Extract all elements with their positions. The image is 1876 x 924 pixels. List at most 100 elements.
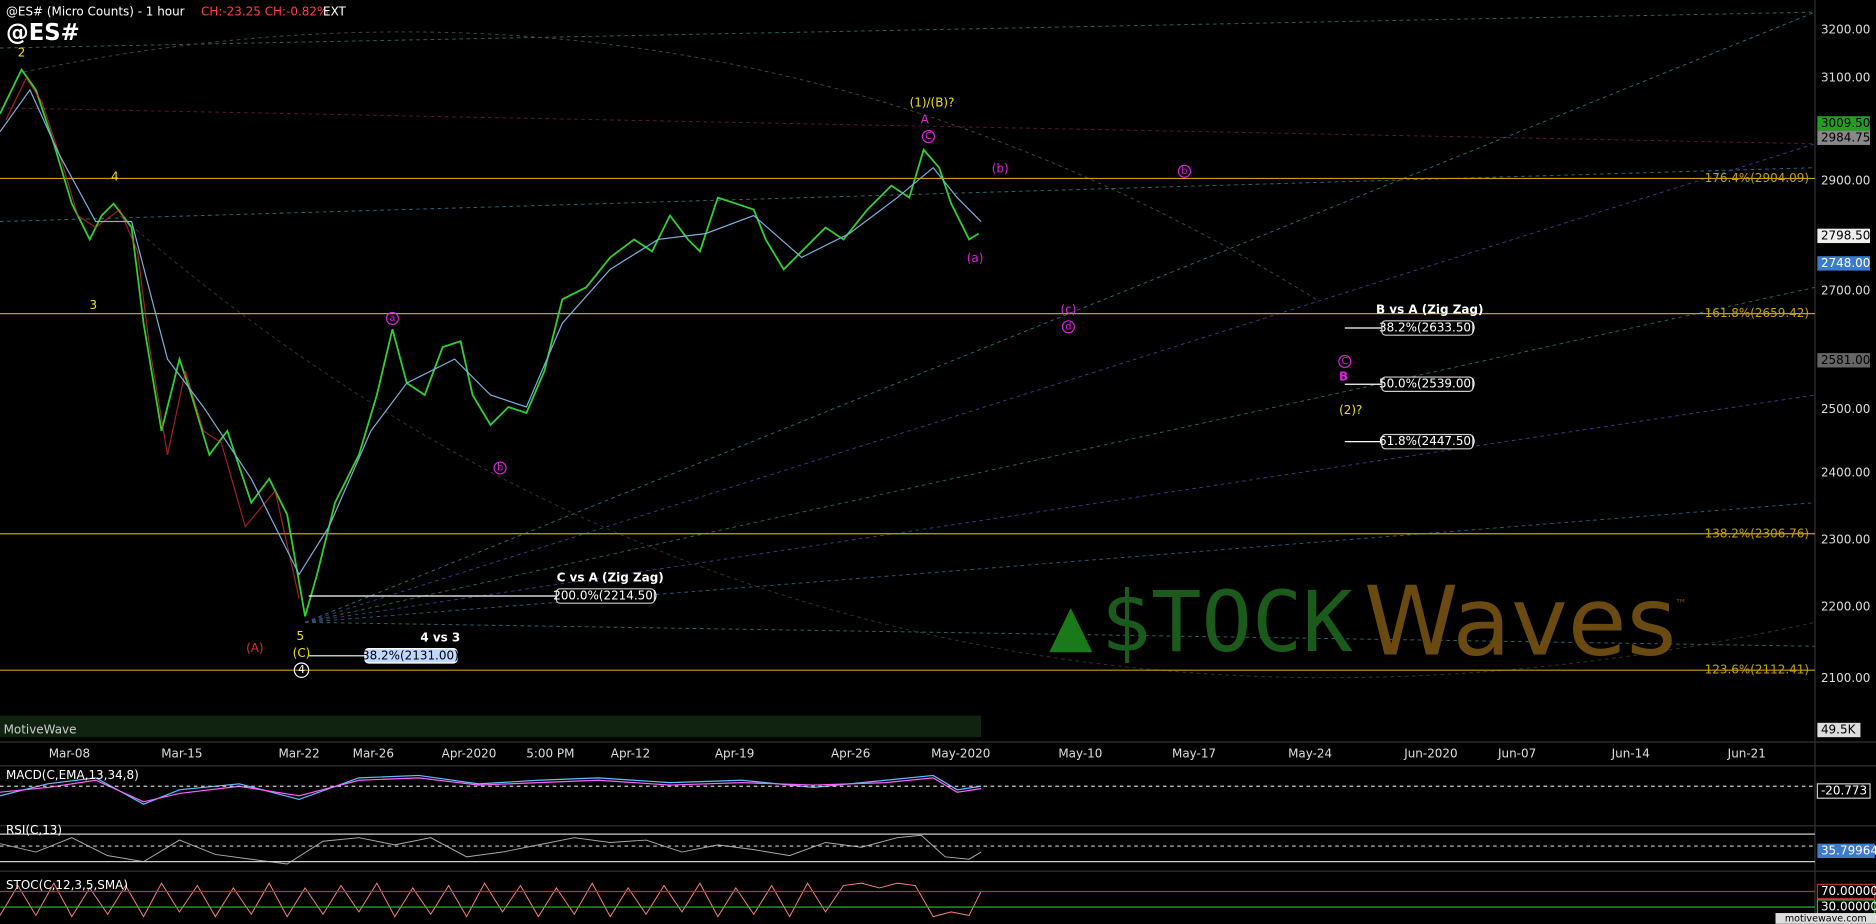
wave-circle	[493, 461, 507, 475]
site-box	[1775, 913, 1876, 924]
indicator-title: STOC(C,12,3,5,SMA)	[6, 878, 128, 892]
date-label: 5:00 PM	[526, 746, 574, 760]
date-label: Apr-19	[715, 746, 754, 760]
date-label: Jun-07	[1497, 746, 1536, 760]
price-tag	[1817, 722, 1861, 738]
price-label: 3100.00	[1821, 70, 1870, 84]
price-tag-text: 3009.50	[1821, 116, 1870, 130]
date-label: Apr-2020	[442, 746, 497, 760]
price-label: 2900.00	[1821, 173, 1870, 187]
zigzag-title: C vs A (Zig Zag)	[557, 571, 664, 585]
date-label: Apr-12	[611, 746, 650, 760]
wave-label: (C)	[293, 646, 311, 660]
indicator-title: RSI(C,13)	[6, 823, 62, 837]
price-tag-text: 2748.00	[1821, 256, 1870, 270]
logo-tm: ™	[1675, 597, 1687, 611]
wave-label: b	[1181, 166, 1187, 177]
zigzag-level: 50.0%(2539.00)	[1379, 377, 1476, 391]
wave-label: b	[497, 462, 503, 473]
indicator-value: 35.79964	[1821, 843, 1876, 857]
price-tag	[1817, 130, 1871, 145]
date-label: Apr-26	[831, 746, 870, 760]
wave-label: (c)	[1060, 303, 1076, 317]
indicator-value: 70.00000	[1821, 884, 1876, 898]
indicator-value: 30.00000	[1821, 900, 1876, 914]
date-label: Mar-08	[49, 746, 90, 760]
wave-label: C	[1341, 356, 1348, 367]
fib-label: 123.6%(2112.41)	[1705, 663, 1809, 677]
wave-label: 4	[298, 663, 305, 676]
zigzag-level: 38.2%(2131.00)	[362, 648, 459, 662]
zigzag-title: B vs A (Zig Zag)	[1376, 303, 1483, 317]
fib-label: 176.4%(2904.09)	[1705, 171, 1809, 185]
price-label: 2500.00	[1821, 402, 1870, 416]
price-tag	[1817, 228, 1871, 244]
price-tag-text: 49.5K	[1821, 723, 1857, 737]
wave-label: 3	[90, 298, 98, 312]
price-tag	[1817, 353, 1871, 368]
wave-label: B	[1339, 370, 1348, 384]
macd-line	[0, 774, 982, 805]
fib-lines	[0, 177, 1815, 671]
wave-label: (A)	[246, 641, 264, 655]
indicator-tag	[1816, 783, 1871, 799]
wave-label: a	[389, 313, 395, 324]
logo-triangle	[1049, 607, 1093, 653]
price-tag-text: 2984.75	[1821, 130, 1870, 144]
wave-label: 2	[18, 45, 26, 59]
wave-circle	[921, 129, 936, 144]
app-name: MotiveWave	[4, 723, 77, 737]
zigzag-level: 38.2%(2633.50)	[1379, 320, 1476, 334]
wave-circle	[385, 311, 400, 326]
logo-waves: Waves	[1364, 566, 1677, 678]
zigzag-box	[1381, 320, 1474, 336]
price-label: 2200.00	[1821, 599, 1870, 613]
price-label: 2100.00	[1821, 671, 1870, 685]
zigzag-box	[555, 588, 656, 604]
macd-signal	[0, 777, 982, 803]
price-tag	[1817, 116, 1871, 131]
date-label: May-2020	[931, 746, 990, 760]
price-tag	[1817, 256, 1871, 271]
indicator-title: MACD(C,EMA,13,34,8)	[6, 768, 139, 782]
indicator-tag	[1816, 883, 1876, 900]
date-label: May-24	[1288, 746, 1332, 760]
price-path	[0, 67, 980, 617]
wave-circle	[1061, 320, 1075, 334]
wave-label: (a)	[967, 251, 984, 265]
indicator-value: -20.773	[1821, 784, 1867, 798]
date-label: Jun-14	[1611, 746, 1650, 760]
wave-circle	[293, 662, 310, 678]
site: motivewave.com	[1785, 914, 1867, 924]
session: EXT	[323, 5, 347, 19]
wave-circle	[1338, 354, 1352, 369]
wave-circle	[1177, 164, 1192, 178]
price-label: 2400.00	[1821, 465, 1870, 479]
date-label: Mar-22	[278, 746, 319, 760]
date-label: Mar-15	[161, 746, 202, 760]
wave-label: 5	[296, 629, 304, 643]
volume	[0, 715, 982, 738]
zigzag-level: 200.0%(2214.50)	[553, 589, 657, 603]
wave-label: A	[921, 112, 930, 126]
zigzag-title: 4 vs 3	[420, 630, 460, 644]
logo-stock: $TOCK	[1101, 573, 1354, 671]
fib-label: 161.8%(2659.42)	[1705, 306, 1809, 320]
date-label: Jun-21	[1727, 746, 1766, 760]
price-label: 2700.00	[1821, 283, 1870, 297]
wave-label: (2)?	[1339, 403, 1362, 417]
date-axis: Mar-08 Mar-15 Mar-22 Mar-26 Apr-2020 5:00 PM A…	[49, 746, 1766, 760]
wave-label: C	[925, 131, 932, 142]
moving-average	[0, 88, 982, 576]
date-label: May-17	[1172, 746, 1216, 760]
date-label: May-10	[1058, 746, 1102, 760]
price-label: 3200.00	[1821, 23, 1870, 37]
wave-label: (1)/(B)?	[910, 96, 955, 110]
fan-lines	[0, 11, 1816, 679]
price-tag-text: 2798.50	[1821, 228, 1870, 242]
indicator-tag	[1817, 843, 1875, 859]
zigzag-box	[1381, 433, 1474, 450]
